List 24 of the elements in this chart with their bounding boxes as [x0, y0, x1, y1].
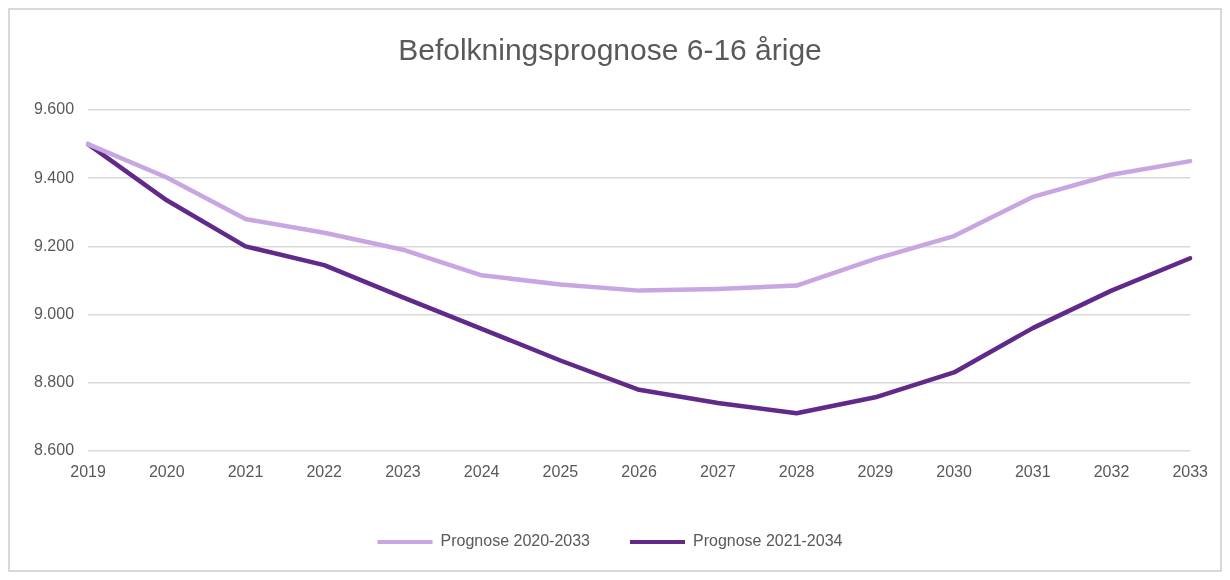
- x-tick-label: 2019: [70, 462, 106, 480]
- x-tick-label: 2027: [700, 462, 736, 480]
- chart-title: Befolkningsprognose 6-16 årige: [398, 33, 822, 67]
- y-tick-label: 9.200: [33, 236, 75, 254]
- legend-label: Prognose 2020-2033: [440, 532, 591, 550]
- x-tick-label: 2024: [463, 462, 500, 480]
- x-tick-label: 2032: [1093, 462, 1130, 480]
- x-tick-label: 2028: [778, 462, 815, 480]
- x-tick-label: 2025: [542, 462, 579, 480]
- y-tick-label: 9.000: [33, 304, 75, 322]
- x-tick-label: 2023: [385, 462, 421, 480]
- x-tick-label: 2033: [1172, 462, 1209, 480]
- x-tick-label: 2031: [1014, 462, 1051, 480]
- legend-label: Prognose 2021-2034: [693, 532, 843, 550]
- y-tick-label: 8.600: [33, 441, 75, 459]
- x-tick-label: 2029: [857, 462, 894, 480]
- y-tick-label: 8.800: [33, 373, 75, 391]
- x-tick-label: 2030: [936, 462, 972, 480]
- x-tick-label: 2022: [306, 462, 343, 480]
- x-tick-label: 2020: [148, 462, 185, 480]
- y-tick-label: 9.400: [33, 168, 75, 186]
- x-tick-label: 2026: [621, 462, 658, 480]
- y-tick-label: 9.600: [33, 100, 75, 118]
- x-tick-label: 2021: [227, 462, 264, 480]
